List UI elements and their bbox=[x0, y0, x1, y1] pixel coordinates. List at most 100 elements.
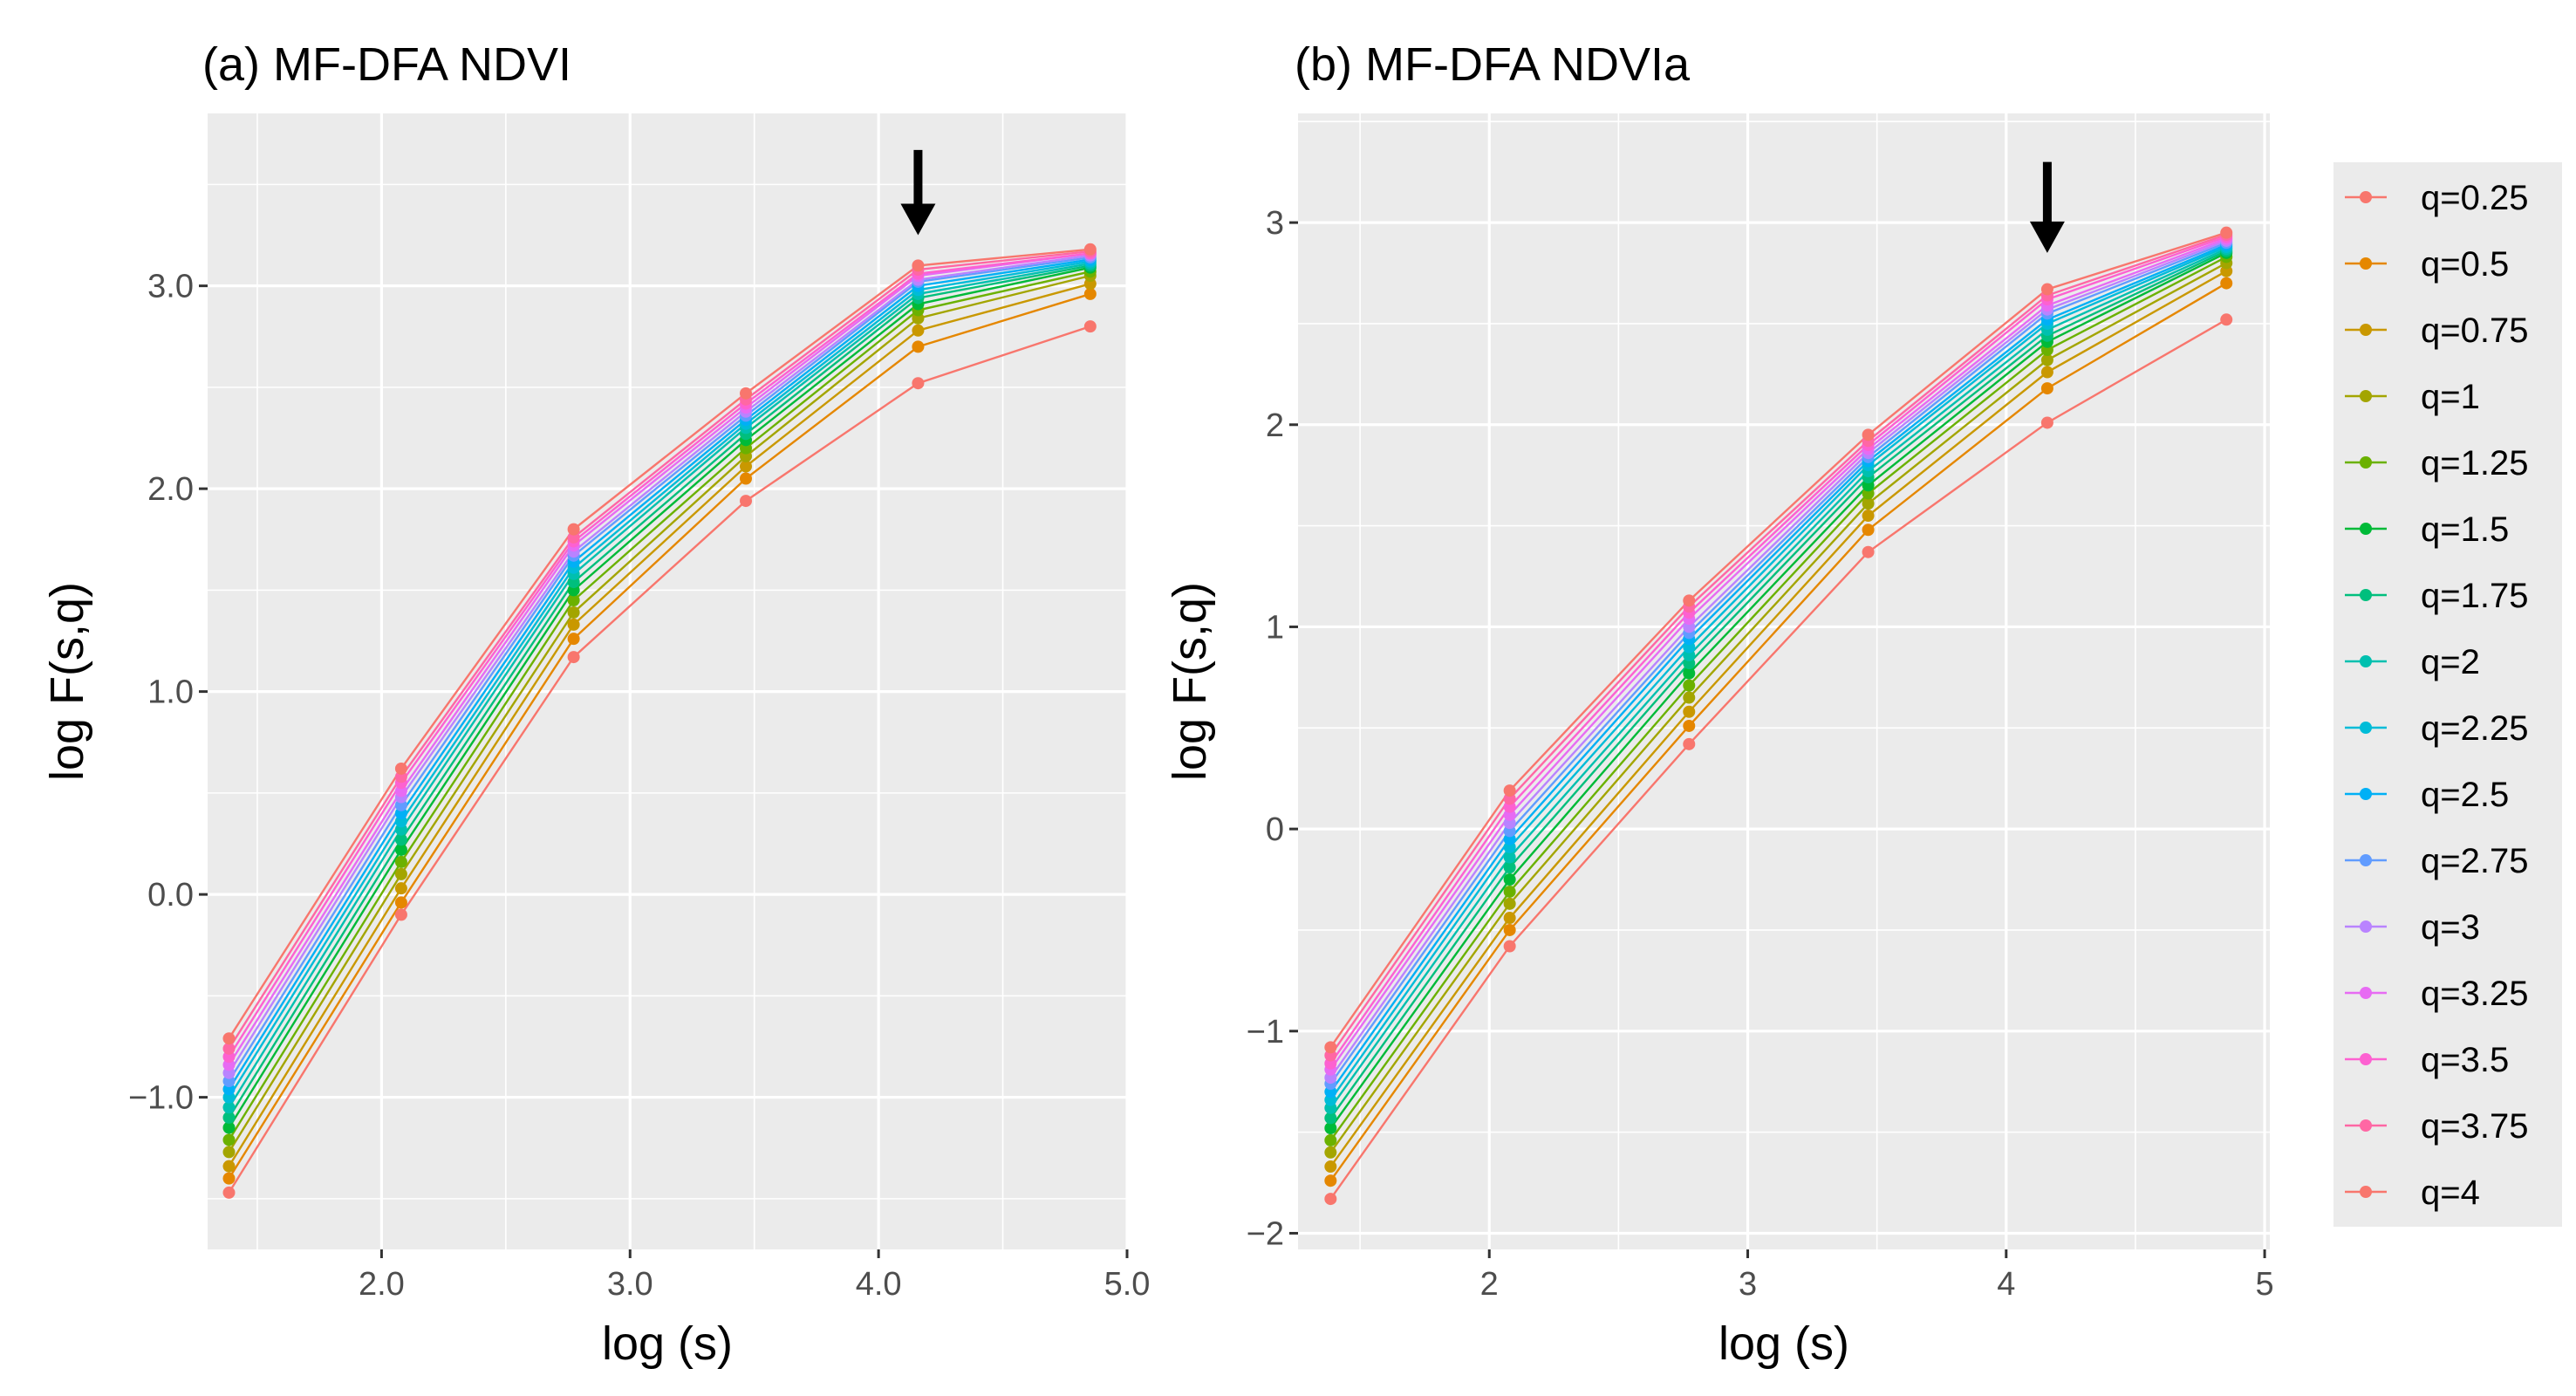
legend-item: q=1.5 bbox=[2345, 510, 2509, 549]
y-tick-label: 2 bbox=[1266, 407, 1284, 444]
x-tick-label: 5 bbox=[2256, 1266, 2274, 1303]
legend-label: q=2.75 bbox=[2421, 842, 2528, 880]
series-line bbox=[228, 283, 1091, 1167]
legend-item: q=3.25 bbox=[2345, 975, 2528, 1013]
data-point bbox=[1083, 287, 1097, 300]
x-tick-label: 2 bbox=[1480, 1266, 1499, 1303]
annotation-b bbox=[2029, 161, 2065, 253]
data-point bbox=[394, 855, 407, 868]
legend-label: q=3 bbox=[2421, 908, 2480, 947]
legend-item: q=0.25 bbox=[2345, 179, 2528, 217]
legend-item: q=2.5 bbox=[2345, 776, 2509, 814]
x-tick-label: 2.0 bbox=[359, 1266, 405, 1303]
x-tick-label: 5.0 bbox=[1104, 1266, 1151, 1303]
data-point bbox=[222, 1101, 236, 1114]
data-point bbox=[1083, 320, 1097, 333]
data-point bbox=[1324, 1160, 1337, 1174]
data-point bbox=[567, 651, 580, 664]
data-point bbox=[1503, 912, 1516, 925]
series-line bbox=[1329, 318, 2227, 1200]
series-line bbox=[228, 248, 1090, 1039]
legend-label: q=1.25 bbox=[2421, 444, 2528, 482]
series-line bbox=[1329, 262, 2227, 1153]
legend-label: q=1.75 bbox=[2421, 577, 2528, 615]
data-point bbox=[567, 594, 580, 606]
y-tick-label: 0 bbox=[1266, 811, 1284, 848]
data-point bbox=[1862, 510, 1875, 523]
data-point bbox=[1862, 428, 1875, 441]
legend-item: q=1 bbox=[2345, 378, 2480, 416]
series-line bbox=[228, 274, 1091, 1153]
chart-title-a: (a) MF-DFA NDVI bbox=[202, 38, 571, 91]
legend-label: q=3.25 bbox=[2421, 975, 2528, 1013]
data-point bbox=[1503, 784, 1516, 797]
data-point bbox=[740, 472, 753, 485]
data-point bbox=[1503, 923, 1516, 936]
series-line bbox=[228, 254, 1091, 1074]
data-point bbox=[394, 882, 407, 895]
data-point bbox=[222, 1146, 236, 1159]
legend-item: q=3.5 bbox=[2345, 1041, 2509, 1079]
series-line bbox=[1329, 237, 2227, 1071]
legend-label: q=0.25 bbox=[2421, 179, 2528, 217]
data-point bbox=[1083, 243, 1097, 256]
data-point bbox=[567, 633, 580, 646]
y-tick-label: −1 bbox=[1247, 1014, 1284, 1050]
data-point bbox=[222, 1042, 236, 1055]
data-point bbox=[1324, 1041, 1337, 1054]
series-line bbox=[1329, 245, 2227, 1101]
x-tick-label: 4 bbox=[1997, 1266, 2015, 1303]
legend: q=0.25 q=0.5 q=0.75 q=1 q=1.25 q=1.5 q=1.75 q=2… bbox=[2333, 162, 2562, 1227]
legend-label: q=3.75 bbox=[2421, 1107, 2528, 1146]
data-point bbox=[222, 1172, 236, 1185]
data-point bbox=[222, 1111, 236, 1124]
legend-label: q=2.5 bbox=[2421, 776, 2509, 814]
series-line bbox=[1329, 239, 2227, 1078]
series-line bbox=[1329, 270, 2227, 1167]
legend-background bbox=[2333, 162, 2562, 1227]
series-line bbox=[1329, 243, 2227, 1092]
data-point bbox=[2040, 353, 2053, 366]
series-line bbox=[228, 292, 1091, 1180]
data-point bbox=[1503, 940, 1516, 953]
data-point bbox=[1503, 885, 1516, 898]
x-axis-label-b: log (s) bbox=[1718, 1317, 1849, 1370]
legend-key-point bbox=[2360, 854, 2372, 866]
y-tick-label: 1.0 bbox=[147, 674, 194, 711]
series-line bbox=[228, 252, 1090, 1066]
data-point bbox=[222, 1121, 236, 1134]
legend-item: q=3 bbox=[2345, 908, 2480, 947]
x-axis-label-a: log (s) bbox=[602, 1317, 733, 1370]
data-point bbox=[1862, 545, 1875, 558]
legend-key-point bbox=[2360, 1186, 2372, 1198]
legend-label: q=0.5 bbox=[2421, 245, 2509, 284]
legend-item: q=0.75 bbox=[2345, 311, 2528, 350]
annotation-a bbox=[900, 149, 936, 236]
data-point bbox=[1503, 851, 1516, 864]
data-point bbox=[394, 833, 407, 846]
y-tick-label: −1.0 bbox=[128, 1080, 194, 1117]
data-point bbox=[394, 762, 407, 775]
series-points-a bbox=[222, 243, 1097, 1199]
legend-key-point bbox=[2360, 1119, 2372, 1132]
data-point bbox=[1324, 1133, 1337, 1146]
legend-key-point bbox=[2360, 788, 2372, 800]
legend-label: q=4 bbox=[2421, 1174, 2480, 1212]
x-tick-label: 3.0 bbox=[607, 1266, 653, 1303]
series-line bbox=[1329, 256, 2227, 1141]
y-tick-label: 3 bbox=[1266, 205, 1284, 242]
data-point bbox=[1683, 691, 1696, 704]
axis-ticks-b: 2 3 4 5 −2 −1 0 1 2 3 bbox=[1247, 205, 2274, 1303]
data-point bbox=[2040, 366, 2053, 379]
data-point bbox=[567, 523, 580, 536]
axis-ticks-a: 2.0 3.0 4.0 5.0 −1.0 0.0 1.0 2.0 3.0 bbox=[128, 269, 1150, 1303]
grid-a bbox=[208, 113, 1129, 1249]
plot-area-a bbox=[208, 113, 1127, 1249]
legend-item: q=0.5 bbox=[2345, 245, 2509, 284]
data-point bbox=[1862, 497, 1875, 510]
legend-label: q=2.25 bbox=[2421, 709, 2528, 748]
data-point bbox=[222, 1133, 236, 1146]
data-point bbox=[2040, 382, 2053, 395]
legend-key-point bbox=[2360, 722, 2372, 734]
legend-key-point bbox=[2360, 390, 2372, 402]
